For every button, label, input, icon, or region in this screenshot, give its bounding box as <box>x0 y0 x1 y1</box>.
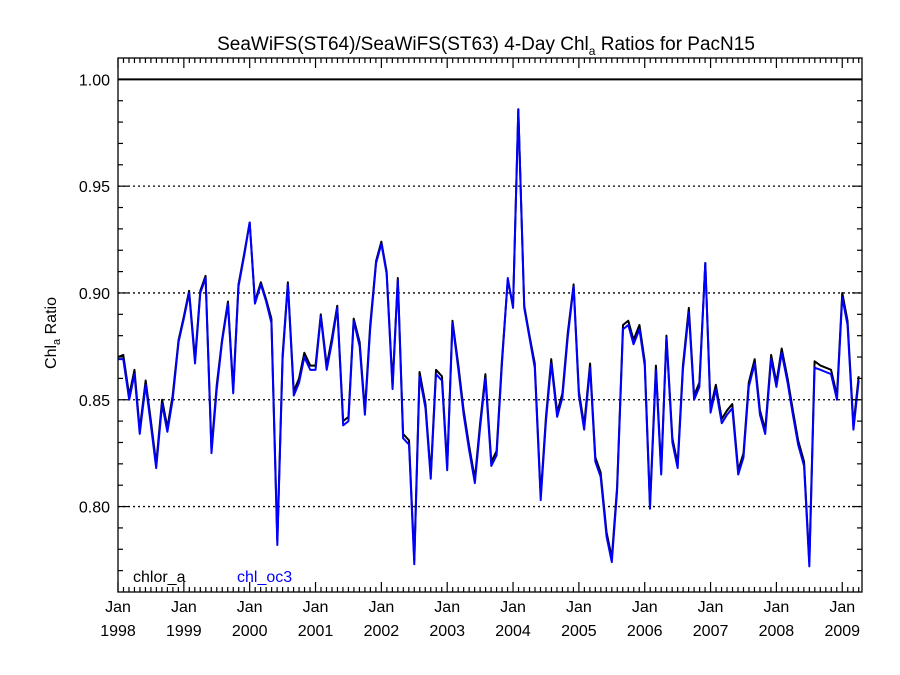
x-tick-label-month: Jan <box>500 599 526 616</box>
x-tick-label-year: 2008 <box>759 623 795 640</box>
x-tick-label-year: 2005 <box>561 623 597 640</box>
x-tick-label-year: 2002 <box>364 623 400 640</box>
chart-title-end: Ratios for PacN15 <box>595 34 754 55</box>
y-axis-label-end: Ratio <box>43 297 60 339</box>
axes <box>117 57 863 593</box>
y-tick-label: 0.80 <box>79 500 110 517</box>
grid-lines <box>118 185 862 508</box>
x-tick-label-year: 2004 <box>495 623 531 640</box>
x-tick-label-month: Jan <box>829 599 855 616</box>
y-tick-label: 1.00 <box>79 72 110 89</box>
x-tick-label-year: 2006 <box>627 623 663 640</box>
y-tick-label: 0.95 <box>79 179 110 196</box>
x-tick-label-year: 2003 <box>429 623 465 640</box>
y-axis-label: Chla Ratio <box>43 297 63 369</box>
chart-title: SeaWiFS(ST64)/SeaWiFS(ST63) 4-Day Chla R… <box>217 34 755 58</box>
plot-frame <box>117 57 863 593</box>
x-tick-label-month: Jan <box>566 599 592 616</box>
x-tick-label-year: 1998 <box>100 623 136 640</box>
x-tick-label-year: 1999 <box>166 623 202 640</box>
y-ticks: 0.80 0.85 0.90 0.95 1.00 <box>79 72 862 572</box>
chart-title-main: SeaWiFS(ST64)/SeaWiFS(ST63) 4-Day Chl <box>217 34 589 55</box>
x-tick-label-year: 2000 <box>232 623 268 640</box>
legend-chlor-a: chlor_a <box>133 569 186 586</box>
x-tick-label-month: Jan <box>368 599 394 616</box>
chart-title-subscript: a <box>589 44 596 58</box>
x-tick-label-month: Jan <box>171 599 197 616</box>
x-tick-label-month: Jan <box>303 599 329 616</box>
x-tick-label-month: Jan <box>237 599 263 616</box>
y-tick-label: 0.90 <box>79 286 110 303</box>
y-axis-label-subscript: a <box>51 338 63 345</box>
series-line-chl-oc3 <box>118 108 860 568</box>
x-tick-label-month: Jan <box>698 599 724 616</box>
x-tick-label-year: 2009 <box>824 623 860 640</box>
y-axis-label-main: Chl <box>43 345 60 369</box>
x-ticks: Jan 1998 Jan 1999 Jan 2000 Jan 2001 Jan 2002 Jan 20… <box>100 58 860 640</box>
legend-chl-oc3: chl_oc3 <box>237 569 292 586</box>
x-tick-label-month: Jan <box>105 599 131 616</box>
series-layer <box>117 108 860 568</box>
x-tick-label-month: Jan <box>434 599 460 616</box>
x-tick-label-month: Jan <box>632 599 658 616</box>
y-tick-label: 0.85 <box>79 393 110 410</box>
x-tick-label-month: Jan <box>764 599 790 616</box>
x-tick-label-year: 2007 <box>693 623 729 640</box>
x-tick-label-year: 2001 <box>298 623 334 640</box>
